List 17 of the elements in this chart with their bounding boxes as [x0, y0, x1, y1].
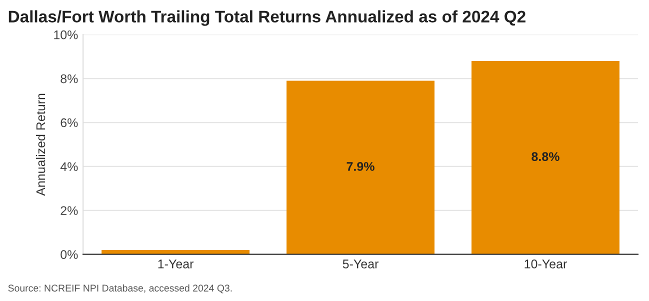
- y-tick-label: 8%: [60, 74, 78, 84]
- y-tick-label: 6%: [60, 118, 78, 128]
- bar: [472, 60, 620, 254]
- bar: [102, 250, 250, 254]
- x-tick-label: 5-Year: [342, 260, 378, 268]
- y-axis-title: Annualized Return: [36, 94, 46, 196]
- y-tick-label: 10%: [54, 30, 78, 40]
- x-tick-label: 10-Year: [524, 260, 567, 268]
- y-tick-label: 2%: [60, 206, 78, 216]
- x-tick-label: 1-Year: [158, 260, 194, 268]
- y-tick-label: 4%: [60, 162, 78, 172]
- bar: [286, 80, 435, 254]
- data-label: 7.9%: [346, 162, 374, 171]
- chart-title: Dallas/Fort Worth Trailing Total Returns Annualized as of 2024 Q2: [8, 10, 526, 26]
- y-tick-label: 0%: [60, 250, 78, 259]
- source-note: Source: NCREIF NPI Database, accessed 2024 Q3.: [8, 284, 232, 294]
- data-label: 8.8%: [532, 152, 560, 162]
